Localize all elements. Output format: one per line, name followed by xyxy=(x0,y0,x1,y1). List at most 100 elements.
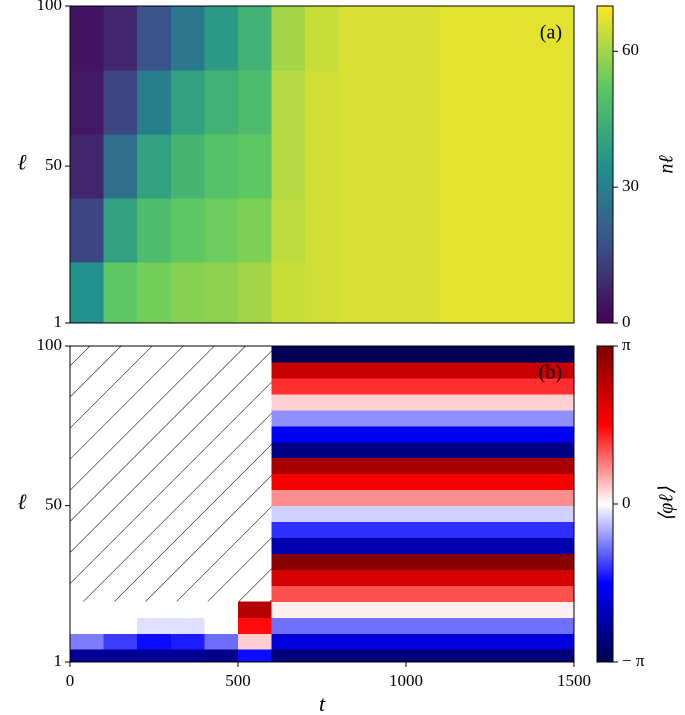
y-tick-label: 100 xyxy=(37,0,63,14)
heatmap-cell xyxy=(439,505,474,523)
colorbar-tick-label: 30 xyxy=(622,176,639,195)
heatmap-cell xyxy=(406,473,441,491)
heatmap-cell xyxy=(372,569,407,586)
heatmap-cell xyxy=(439,473,474,491)
heatmap-cell xyxy=(540,457,575,475)
heatmap-cell xyxy=(540,473,575,491)
heatmap-cell xyxy=(473,6,508,71)
colorbar-tick-label: 60 xyxy=(622,40,639,59)
y-tick-label: 1 xyxy=(54,312,63,331)
heatmap-cell xyxy=(372,633,407,650)
heatmap-cell xyxy=(372,70,407,135)
heatmap-cell xyxy=(540,569,575,586)
heatmap-cell xyxy=(372,393,407,411)
heatmap-cell xyxy=(238,70,273,135)
heatmap-cell xyxy=(103,6,138,71)
heatmap-cell xyxy=(540,346,575,363)
heatmap-cell xyxy=(170,601,205,618)
heatmap-cell xyxy=(406,346,441,363)
heatmap-cell xyxy=(540,262,575,324)
heatmap-cell xyxy=(439,346,474,363)
y-axis-label: ℓ xyxy=(17,150,27,175)
plot-frame xyxy=(69,345,575,663)
heatmap-cell xyxy=(204,198,239,263)
heatmap-cell xyxy=(271,441,306,459)
heatmap-cell xyxy=(506,553,541,570)
heatmap-cell xyxy=(338,601,373,618)
heatmap-cell xyxy=(406,489,441,507)
heatmap-cell xyxy=(204,649,239,663)
heatmap-cell xyxy=(338,553,373,570)
heatmap-cell xyxy=(540,393,575,411)
heatmap-cell xyxy=(271,569,306,586)
heatmap-cell xyxy=(540,6,575,71)
heatmap-cell xyxy=(506,649,541,663)
heatmap-cell xyxy=(473,262,508,324)
y-axis-label: ℓ xyxy=(17,489,27,514)
heatmap-cell xyxy=(305,198,340,263)
heatmap-cell xyxy=(305,649,340,663)
heatmap-cell xyxy=(473,537,508,554)
heatmap-cell xyxy=(473,198,508,263)
heatmap-cell xyxy=(473,617,508,634)
heatmap-cell xyxy=(506,198,541,263)
heatmap-cell xyxy=(137,134,172,199)
heatmap-cell xyxy=(271,537,306,554)
heatmap-cell xyxy=(271,134,306,199)
heatmap-cell xyxy=(103,262,138,324)
panel-label: (b) xyxy=(539,362,562,384)
heatmap-cell xyxy=(473,409,508,427)
heatmap-cell xyxy=(305,346,340,363)
x-tick-label: 1500 xyxy=(557,671,591,690)
heatmap-cell xyxy=(439,521,474,539)
heatmap-cell xyxy=(305,585,340,602)
heatmap-cell xyxy=(473,441,508,459)
heatmap-cell xyxy=(271,409,306,427)
heatmap-cell xyxy=(338,198,373,263)
heatmap-cell xyxy=(406,70,441,135)
heatmap-cell xyxy=(540,585,575,602)
heatmap-cell xyxy=(439,134,474,199)
heatmap-cell xyxy=(70,633,105,650)
heatmap-cell xyxy=(372,521,407,539)
heatmap-cell xyxy=(338,262,373,324)
heatmap-cell xyxy=(506,537,541,554)
heatmap-cell xyxy=(406,134,441,199)
heatmap-cell xyxy=(137,262,172,324)
colorbar-tick-label: 0 xyxy=(622,312,631,331)
heatmap-cell xyxy=(506,473,541,491)
heatmap-cell xyxy=(305,441,340,459)
heatmap-cell xyxy=(338,505,373,523)
heatmap-cell xyxy=(439,6,474,71)
heatmap-cell xyxy=(372,361,407,379)
heatmap-cell xyxy=(439,601,474,618)
heatmap-cell xyxy=(439,537,474,554)
heatmap-cell xyxy=(540,198,575,263)
heatmap-cell xyxy=(103,633,138,650)
heatmap-cell xyxy=(540,553,575,570)
heatmap-cell xyxy=(305,569,340,586)
heatmap-cell xyxy=(540,649,575,663)
heatmap-cell xyxy=(70,649,105,663)
heatmap-cell xyxy=(473,473,508,491)
heatmap-cell xyxy=(372,601,407,618)
heatmap-cell xyxy=(238,617,273,634)
heatmap-cell xyxy=(305,393,340,411)
heatmap-cell xyxy=(439,70,474,135)
heatmap-cell xyxy=(439,377,474,395)
heatmap-cell xyxy=(137,601,172,618)
heatmap-cell xyxy=(540,601,575,618)
heatmap-cell xyxy=(238,633,273,650)
panel-label: (a) xyxy=(540,22,562,44)
y-tick-label: 50 xyxy=(45,155,62,174)
x-tick-label: 1000 xyxy=(389,671,423,690)
heatmap-cell xyxy=(170,649,205,663)
heatmap-cell xyxy=(506,489,541,507)
colorbar xyxy=(596,5,614,324)
heatmap-cell xyxy=(338,441,373,459)
heatmap-cell xyxy=(305,521,340,539)
heatmap-cell xyxy=(271,346,306,363)
heatmap-cell xyxy=(540,441,575,459)
heatmap-cell xyxy=(70,617,105,634)
heatmap-cell xyxy=(137,6,172,71)
